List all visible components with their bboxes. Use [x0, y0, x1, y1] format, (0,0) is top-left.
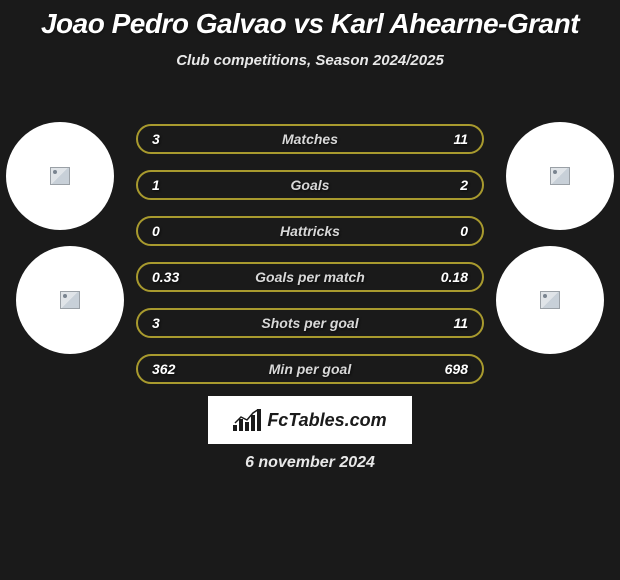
stat-label: Goals per match — [138, 269, 482, 285]
stat-row: 3 Shots per goal 11 — [136, 308, 484, 338]
stat-right-value: 0 — [460, 223, 468, 239]
stat-label: Goals — [138, 177, 482, 193]
stat-left-value: 3 — [152, 131, 160, 147]
stat-right-value: 11 — [453, 131, 468, 147]
comparison-subtitle: Club competitions, Season 2024/2025 — [0, 52, 620, 69]
image-placeholder-icon — [550, 167, 570, 185]
player1-avatar-circle — [6, 122, 114, 230]
stats-container: 3 Matches 11 1 Goals 2 0 Hattricks 0 0.3… — [136, 124, 484, 400]
stat-row: 362 Min per goal 698 — [136, 354, 484, 384]
player1-club-circle — [16, 246, 124, 354]
stat-left-value: 362 — [152, 361, 175, 377]
image-placeholder-icon — [50, 167, 70, 185]
stat-label: Hattricks — [138, 223, 482, 239]
stat-right-value: 698 — [445, 361, 468, 377]
comparison-title: Joao Pedro Galvao vs Karl Ahearne-Grant — [0, 0, 620, 40]
stat-row: 0 Hattricks 0 — [136, 216, 484, 246]
stat-left-value: 0.33 — [152, 269, 179, 285]
player2-club-circle — [496, 246, 604, 354]
stat-label: Matches — [138, 131, 482, 147]
stat-label: Shots per goal — [138, 315, 482, 331]
branding-text: FcTables.com — [267, 410, 386, 431]
stat-right-value: 2 — [460, 177, 468, 193]
stat-row: 0.33 Goals per match 0.18 — [136, 262, 484, 292]
image-placeholder-icon — [540, 291, 560, 309]
stat-row: 1 Goals 2 — [136, 170, 484, 200]
stat-right-value: 11 — [453, 315, 468, 331]
branding-box: FcTables.com — [208, 396, 412, 444]
stat-left-value: 0 — [152, 223, 160, 239]
stat-left-value: 1 — [152, 177, 160, 193]
image-placeholder-icon — [60, 291, 80, 309]
fctables-logo-icon — [233, 409, 261, 431]
stat-right-value: 0.18 — [441, 269, 468, 285]
stat-row: 3 Matches 11 — [136, 124, 484, 154]
date-text: 6 november 2024 — [0, 454, 620, 472]
player2-avatar-circle — [506, 122, 614, 230]
stat-left-value: 3 — [152, 315, 160, 331]
stat-label: Min per goal — [138, 361, 482, 377]
